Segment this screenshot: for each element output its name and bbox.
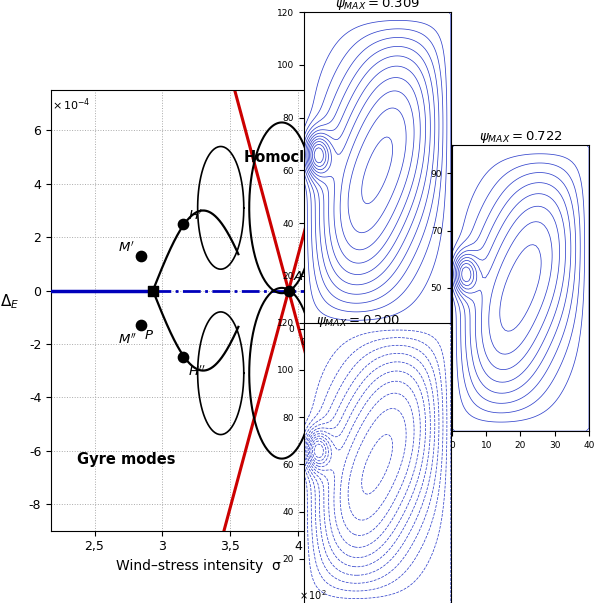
Text: $L_2$: $L_2$	[325, 322, 340, 337]
Text: Homoclinic: Homoclinic	[244, 151, 334, 165]
Text: $M''$: $M''$	[118, 332, 137, 347]
Text: $H''$: $H''$	[188, 364, 206, 379]
Point	[284, 286, 293, 295]
Point	[136, 251, 145, 260]
Point	[305, 286, 315, 295]
Point	[136, 320, 145, 330]
Point	[323, 286, 333, 295]
Text: $\times\,10^2$: $\times\,10^2$	[299, 588, 326, 602]
Point	[148, 286, 157, 295]
X-axis label: Wind–stress intensity  σ: Wind–stress intensity σ	[116, 559, 281, 573]
Title: $\psi_{MAX}$$=0.309$: $\psi_{MAX}$$=0.309$	[335, 0, 419, 12]
Y-axis label: $\Delta_E$: $\Delta_E$	[0, 292, 19, 311]
Text: $A$: $A$	[293, 270, 304, 283]
Text: $M'$: $M'$	[118, 241, 134, 255]
Text: $H'$: $H'$	[188, 209, 203, 223]
Text: $\times\,10^{-4}$: $\times\,10^{-4}$	[52, 96, 91, 113]
Text: $\psi_{MAX}$$=0.200$: $\psi_{MAX}$$=0.200$	[316, 314, 400, 329]
Point	[178, 352, 188, 362]
Text: Gyre modes: Gyre modes	[77, 452, 175, 467]
Point	[178, 219, 188, 229]
Title: $\psi_{MAX}$$=0.722$: $\psi_{MAX}$$=0.722$	[478, 128, 563, 145]
Text: $P$: $P$	[144, 329, 154, 341]
Text: $L_1$: $L_1$	[308, 322, 322, 337]
